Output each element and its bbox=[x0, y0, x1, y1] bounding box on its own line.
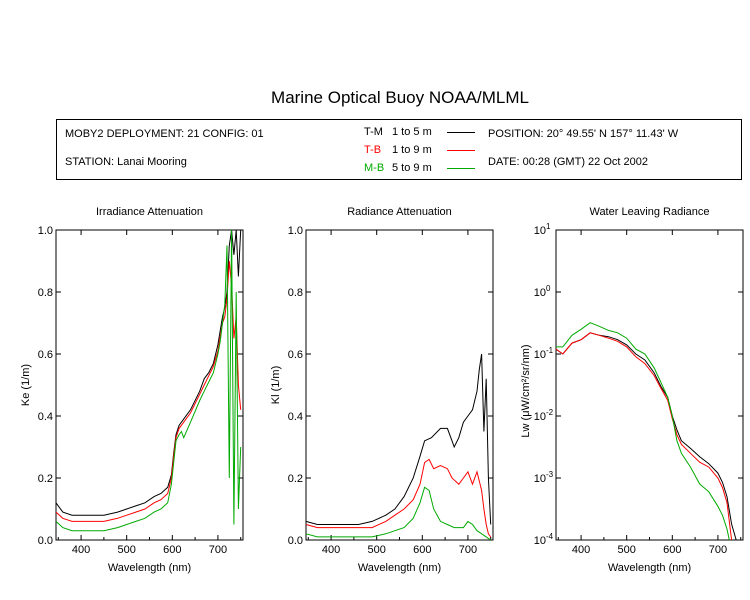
y-tick-label: 0.0 bbox=[288, 535, 303, 547]
plot-frame-radiance bbox=[305, 229, 494, 541]
y-tick-label: 0.0 bbox=[38, 535, 53, 547]
legend-code-tb: T-B bbox=[364, 144, 382, 156]
position-text: POSITION: 20° 49.55' N 157° 11.43' W bbox=[488, 128, 679, 140]
x-tick-label: 400 bbox=[572, 544, 590, 556]
subplot-title-radiance: Radiance Attenuation bbox=[347, 206, 452, 218]
legend-line-mb bbox=[447, 168, 475, 169]
deployment-text: MOBY2 DEPLOYMENT: 21 CONFIG: 01 bbox=[65, 128, 264, 140]
subplot-title-water-leaving: Water Leaving Radiance bbox=[589, 206, 709, 218]
y-axis-label-irradiance: Ke (1/m) bbox=[20, 364, 32, 406]
y-tick-label: 0.4 bbox=[288, 411, 303, 423]
y-tick-label: 10 bbox=[534, 411, 546, 423]
y-tick-label: 10 bbox=[534, 287, 546, 299]
chart-water-leaving: Water Leaving Radiance Wavelength (nm) Lw … bbox=[520, 206, 744, 574]
plot-frame-water-leaving bbox=[555, 229, 744, 541]
info-box bbox=[56, 119, 742, 180]
x-tick-label: 700 bbox=[709, 544, 727, 556]
y-tick-label: 10 bbox=[534, 535, 546, 547]
x-tick-label: 700 bbox=[209, 544, 227, 556]
y-tick-label: 10 bbox=[534, 225, 546, 237]
legend-code-mb: M-B bbox=[364, 162, 385, 174]
plot-frame-irradiance bbox=[55, 229, 244, 541]
chart-title: Marine Optical Buoy NOAA/MLML bbox=[271, 88, 529, 107]
x-tick-label: 600 bbox=[413, 544, 431, 556]
station-text: STATION: Lanai Mooring bbox=[65, 156, 187, 168]
x-axis-label-water-leaving: Wavelength (nm) bbox=[608, 562, 691, 574]
series-line-t-b-radiance bbox=[305, 458, 492, 538]
y-tick-exponent: -2 bbox=[546, 408, 554, 417]
x-tick-label: 600 bbox=[163, 544, 181, 556]
y-tick-label: 0.8 bbox=[38, 287, 53, 299]
y-tick-label: 0.6 bbox=[38, 349, 53, 361]
y-tick-exponent: -3 bbox=[546, 470, 554, 479]
x-tick-label: 500 bbox=[618, 544, 636, 556]
y-tick-label: 10 bbox=[534, 349, 546, 361]
x-tick-label: 600 bbox=[663, 544, 681, 556]
legend-range-tm: 1 to 5 m bbox=[392, 126, 432, 138]
legend-range-mb: 5 to 9 m bbox=[392, 162, 432, 174]
y-tick-exponent: -4 bbox=[546, 532, 554, 541]
y-tick-label: 0.2 bbox=[288, 473, 303, 485]
series-line-t-m-radiance bbox=[305, 353, 492, 525]
legend-range-tb: 1 to 9 m bbox=[392, 144, 432, 156]
y-tick-label: 0.6 bbox=[288, 349, 303, 361]
series-line-m-b-irradiance bbox=[55, 229, 242, 532]
y-tick-label: 0.8 bbox=[288, 287, 303, 299]
y-tick-exponent: 1 bbox=[546, 222, 551, 231]
y-tick-exponent: 0 bbox=[546, 284, 551, 293]
x-axis-label-irradiance: Wavelength (nm) bbox=[108, 562, 191, 574]
x-tick-label: 400 bbox=[322, 544, 340, 556]
series-line-t-m-water-leaving bbox=[555, 332, 737, 541]
series-line-m-b-water-leaving bbox=[556, 322, 730, 541]
y-tick-label: 0.4 bbox=[38, 411, 53, 423]
date-text: DATE: 00:28 (GMT) 22 Oct 2002 bbox=[488, 156, 648, 168]
y-tick-label: 0.2 bbox=[38, 473, 53, 485]
legend-line-tm bbox=[447, 132, 475, 133]
legend-line-tb bbox=[447, 150, 475, 151]
y-tick-exponent: -1 bbox=[546, 346, 554, 355]
chart-radiance: Radiance Attenuation Wavelength (nm) Kl (1… bbox=[270, 206, 494, 574]
x-axis-label-radiance: Wavelength (nm) bbox=[358, 562, 441, 574]
series-line-t-b-water-leaving bbox=[555, 332, 733, 541]
y-axis-label-radiance: Kl (1/m) bbox=[270, 366, 282, 405]
x-tick-label: 400 bbox=[72, 544, 90, 556]
y-tick-label: 10 bbox=[534, 473, 546, 485]
x-tick-label: 500 bbox=[118, 544, 136, 556]
subplot-title-irradiance: Irradiance Attenuation bbox=[96, 206, 203, 218]
x-tick-label: 700 bbox=[459, 544, 477, 556]
series-line-t-m-irradiance bbox=[55, 229, 242, 516]
y-tick-label: 1.0 bbox=[38, 225, 53, 237]
series-line-t-b-irradiance bbox=[55, 260, 242, 522]
x-tick-label: 500 bbox=[368, 544, 386, 556]
y-axis-label-water-leaving: Lw (μW/cm²/sr/nm) bbox=[520, 344, 532, 437]
series-line-m-b-radiance bbox=[305, 486, 491, 541]
legend-code-tm: T-M bbox=[364, 126, 383, 138]
chart-irradiance: Irradiance Attenuation Wavelength (nm) Ke … bbox=[20, 206, 244, 574]
y-tick-label: 1.0 bbox=[288, 225, 303, 237]
